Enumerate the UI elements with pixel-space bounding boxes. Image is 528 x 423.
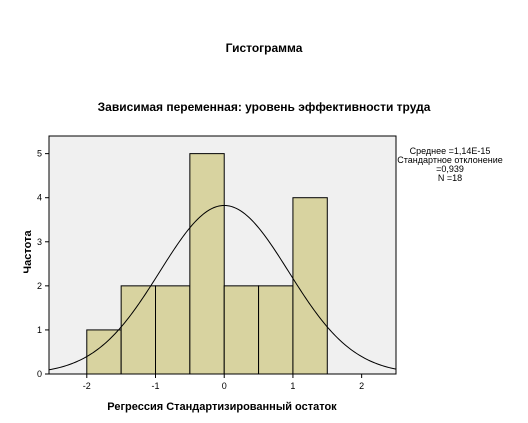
histogram-bar-1 [86,329,122,375]
x-tick-label: -2 [83,381,91,391]
y-tick-label: 5 [37,149,42,159]
y-tick-label: 2 [37,281,42,291]
x-tick-label: -1 [151,381,159,391]
stats-mean: Среднее =1,14E-15 [410,146,491,156]
stats-sd-value: =0,939 [436,164,464,174]
y-tick-label: 1 [37,325,42,335]
histogram-bar-5 [223,285,260,375]
bars-group [86,153,328,375]
stats-n: N =18 [438,173,462,183]
x-tick-label: 0 [222,381,227,391]
normal-curve [48,204,397,371]
chart-title: Гистограмма [226,41,303,55]
histogram-bar-6 [258,285,294,375]
histogram-bar-3 [155,285,191,375]
histogram-bar-2 [120,285,157,375]
y-tick-label: 4 [37,193,42,203]
x-axis-label: Регрессия Стандартизированный остаток [107,401,337,413]
x-tick-label: 2 [359,381,364,391]
stats-box: Среднее =1,14E-15 Стандартное отклонение… [397,146,502,183]
y-axis-label: Частота [22,230,34,274]
y-tick-label: 3 [37,237,42,247]
y-tick-label: 0 [37,369,42,379]
x-tick-label: 1 [290,381,295,391]
histogram-bar-4 [189,153,225,375]
axes-group: 0 1 2 3 4 5 -2 -1 0 1 2 [37,149,364,391]
chart-subtitle: Зависимая переменная: уровень эффективно… [98,100,431,114]
histogram-bar-7 [292,197,328,375]
stats-sd-label: Стандартное отклонение [397,155,502,165]
